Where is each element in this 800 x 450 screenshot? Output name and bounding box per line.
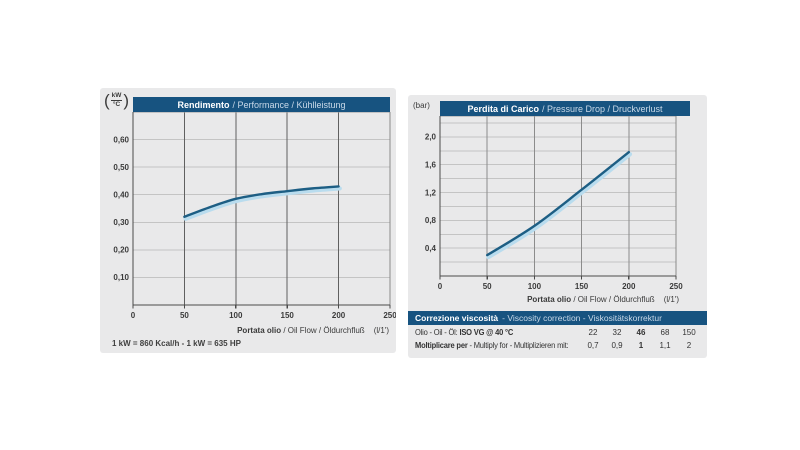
- performance-curve: [183, 185, 340, 218]
- pressure-drop-chart: 0 50 100 150 200 250 0,4 0,8 1,2 1,6 2,0: [425, 116, 683, 291]
- pressure-drop-panel: (bar) Perdita di Carico / Pressure Drop …: [408, 95, 707, 358]
- performance-y-tick: 0,20: [113, 246, 129, 255]
- pressure-drop-gridlines: [439, 116, 677, 280]
- viscosity-row-label: Olio - Oil - Öl: ISO VG @ 40 °C: [415, 328, 514, 337]
- viscosity-table-row: Olio - Oil - Öl: ISO VG @ 40 °C 22 32 46 68 1…: [408, 326, 707, 339]
- pressure-drop-x-tick: 150: [575, 282, 589, 291]
- viscosity-value: 22: [588, 328, 598, 337]
- performance-x-axis-label: Portata olio / Oil Flow / Öldurchfluß (l/…: [237, 326, 389, 335]
- performance-x-tick: 0: [131, 311, 136, 320]
- x-label-bold: Portata olio: [527, 295, 572, 304]
- viscosity-header-bold: Correzione viscosità: [415, 313, 499, 323]
- viscosity-value: 0,9: [611, 341, 623, 350]
- title-rest: / Pressure Drop / Druckverlust: [541, 103, 663, 114]
- performance-x-tick: 100: [229, 311, 243, 320]
- viscosity-value: 1: [638, 341, 644, 350]
- title-bold: Rendimento: [177, 99, 230, 110]
- pressure-drop-x-tick: 100: [528, 282, 542, 291]
- performance-chart: 0 50 100 150 200 250 0,10 0,20 0,30 0,40 0,50 0,60: [113, 112, 396, 320]
- pressure-drop-x-tick: 0: [438, 282, 443, 291]
- pressure-drop-chart-title: Perdita di Carico / Pressure Drop / Druc…: [440, 101, 690, 116]
- pressure-drop-curve: [486, 150, 630, 257]
- pressure-x-axis-label: Portata olio / Oil Flow / Öldurchfluß (l/…: [527, 295, 679, 304]
- pressure-drop-y-tick: 0,8: [425, 216, 437, 225]
- performance-y-tick: 0,30: [113, 218, 129, 227]
- x-label-rest: / Oil Flow / Öldurchfluß: [571, 295, 655, 304]
- pressure-drop-y-tick: 0,4: [425, 244, 437, 253]
- pressure-y-unit-label: (bar): [413, 101, 430, 110]
- performance-y-tick: 0,10: [113, 273, 129, 282]
- performance-y-unit-label: ( kW °C ): [104, 92, 129, 109]
- viscosity-correction-header: Correzione viscosità - Viscosity correct…: [408, 311, 707, 325]
- performance-y-tick: 0,60: [113, 135, 129, 144]
- x-label-unit: (l/1'): [373, 326, 389, 335]
- unit-denominator: °C: [112, 101, 121, 109]
- pressure-drop-y-tick: 1,2: [425, 188, 437, 197]
- pressure-drop-x-tick: 50: [483, 282, 492, 291]
- viscosity-row-label: Moltiplicare per - Multiply for - Multip…: [415, 341, 569, 350]
- performance-x-tick: 50: [180, 311, 189, 320]
- pressure-drop-y-tick: 2,0: [425, 133, 437, 142]
- viscosity-value: 68: [660, 328, 670, 337]
- performance-panel: ( kW °C ) Rendimento / Performance / Küh…: [100, 88, 396, 353]
- viscosity-value: 1,1: [659, 341, 671, 350]
- paren-open: (: [104, 91, 110, 111]
- title-bold: Perdita di Carico: [467, 103, 539, 114]
- performance-y-tick: 0,50: [113, 163, 129, 172]
- performance-x-tick: 200: [332, 311, 346, 320]
- performance-gridlines: [132, 112, 391, 309]
- viscosity-table-row: Moltiplicare per - Multiply for - Multip…: [408, 339, 707, 352]
- title-rest: / Performance / Kühlleistung: [232, 99, 346, 110]
- x-label-rest: / Oil Flow / Öldurchfluß: [281, 326, 365, 335]
- pressure-drop-x-tick: 200: [622, 282, 636, 291]
- viscosity-value: 0,7: [587, 341, 599, 350]
- pressure-drop-y-tick: 1,6: [425, 160, 437, 169]
- pressure-drop-x-tick: 250: [669, 282, 683, 291]
- viscosity-value: 150: [682, 328, 696, 337]
- unit-conversion-note: 1 kW = 860 Kcal/h - 1 kW = 635 HP: [112, 339, 241, 348]
- pressure-drop-curve-halo: [486, 152, 633, 260]
- viscosity-header-rest: - Viscosity correction - Viskositätskorr…: [502, 313, 662, 323]
- performance-y-tick: 0,40: [113, 191, 129, 200]
- paren-close: ): [123, 91, 130, 111]
- performance-x-tick: 150: [281, 311, 295, 320]
- performance-curve-halo: [183, 186, 342, 221]
- viscosity-value: 2: [686, 341, 692, 350]
- x-label-bold: Portata olio: [237, 326, 282, 335]
- viscosity-value: 46: [636, 328, 646, 337]
- viscosity-correction-table: Olio - Oil - Öl: ISO VG @ 40 °C 22 32 46 68 1…: [408, 326, 707, 352]
- performance-x-tick: 250: [383, 311, 396, 320]
- viscosity-value: 32: [612, 328, 622, 337]
- unit-numerator: kW: [110, 92, 123, 102]
- performance-chart-title: Rendimento / Performance / Kühlleistung: [133, 97, 390, 112]
- x-label-unit: (l/1'): [663, 295, 679, 304]
